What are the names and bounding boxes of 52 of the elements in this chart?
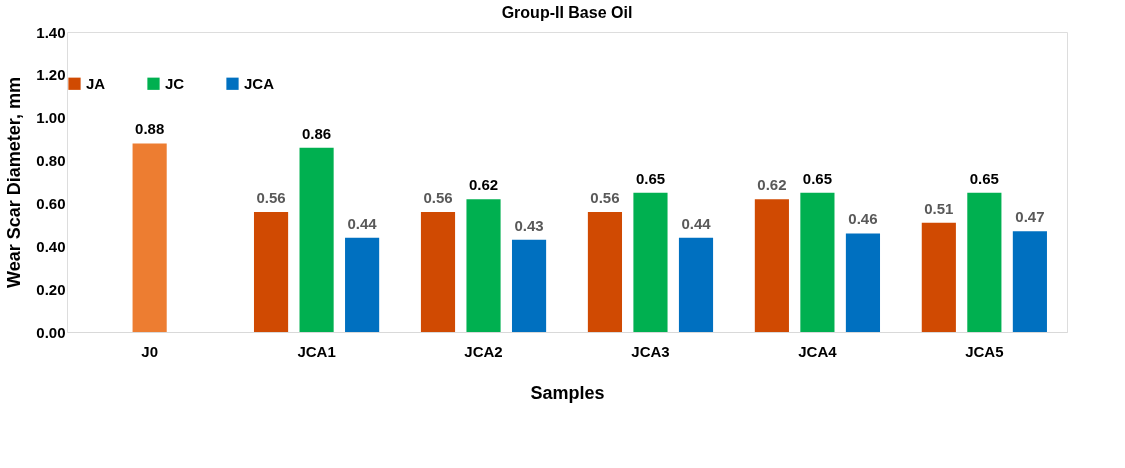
bar <box>678 237 714 332</box>
data-label: 0.88 <box>135 120 165 138</box>
x-tick-label: JCA3 <box>631 342 670 360</box>
bar <box>420 212 456 332</box>
data-label: 0.47 <box>1015 208 1045 226</box>
bar <box>1012 231 1047 332</box>
data-label: 0.51 <box>924 199 954 217</box>
legend-label: JCA <box>244 74 275 92</box>
legend-label: JA <box>86 74 106 92</box>
bar <box>800 192 835 332</box>
data-label: 0.62 <box>468 176 499 194</box>
x-tick-label: JCA2 <box>464 342 503 360</box>
data-label: 0.56 <box>256 189 286 206</box>
bar <box>345 237 380 332</box>
data-label: 0.65 <box>802 169 833 187</box>
bar <box>921 222 956 332</box>
y-tick-label: 1.00 <box>36 109 66 127</box>
y-axis-title: Wear Scar Diameter, mm <box>4 77 25 288</box>
y-tick-label: 0.20 <box>36 280 66 298</box>
data-label: 0.62 <box>757 176 787 194</box>
x-tick-label: JCA5 <box>965 342 1004 360</box>
bar <box>132 143 167 332</box>
y-tick-label: 1.40 <box>36 23 66 41</box>
y-tick-label: 0.40 <box>36 237 66 255</box>
x-tick-label: J0 <box>141 342 158 360</box>
x-tick-label: JCA4 <box>798 342 838 360</box>
x-axis-title: Samples <box>530 382 605 403</box>
data-label: 0.65 <box>969 169 999 187</box>
bar <box>754 199 789 332</box>
data-label: 0.56 <box>423 189 453 206</box>
data-label: 0.65 <box>635 169 666 187</box>
bar <box>466 199 501 332</box>
y-tick-label: 0.00 <box>36 323 66 341</box>
bar <box>299 147 334 332</box>
bar <box>845 233 881 332</box>
x-tick-label: JCA1 <box>297 342 336 360</box>
data-label: 0.44 <box>681 214 712 232</box>
bar <box>587 212 623 332</box>
bar <box>633 192 668 332</box>
data-label: 0.86 <box>301 124 332 142</box>
bar <box>253 212 289 332</box>
data-label: 0.44 <box>347 214 378 232</box>
legend-label: JC <box>165 74 185 92</box>
bar <box>511 239 547 332</box>
data-label: 0.56 <box>590 189 620 206</box>
data-label: 0.46 <box>848 210 878 228</box>
data-label: 0.43 <box>514 216 544 234</box>
chart-title: Group-II Base Oil <box>501 4 633 21</box>
y-tick-label: 0.60 <box>36 194 66 212</box>
bar <box>967 192 1002 332</box>
y-tick-label: 1.20 <box>36 66 66 84</box>
y-tick-label: 0.80 <box>36 152 66 170</box>
